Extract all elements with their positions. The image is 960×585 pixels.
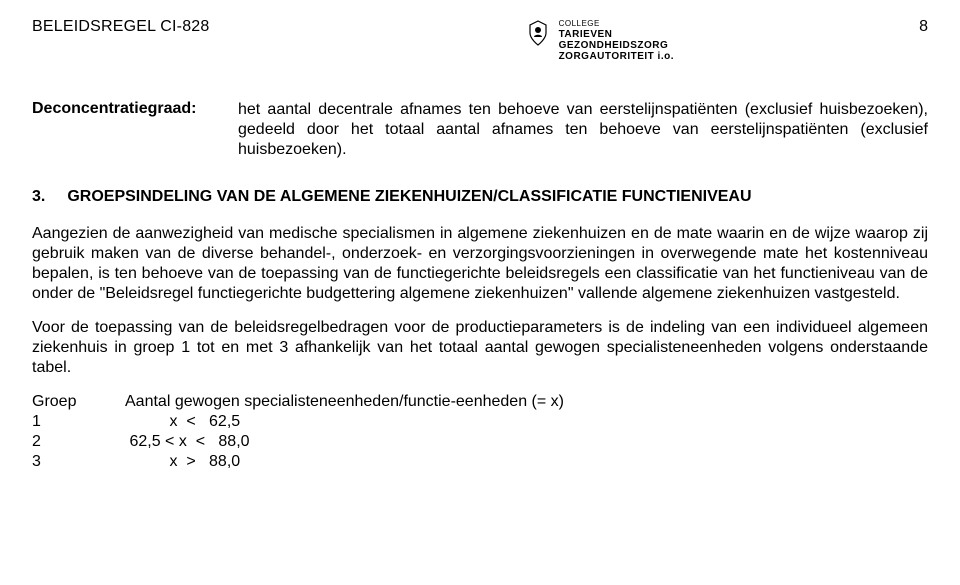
org-kw-1: TARIEVEN <box>559 29 674 40</box>
org-header: COLLEGE TARIEVEN GEZONDHEIDSZORG ZORGAUT… <box>523 18 674 62</box>
table-row: 2 62,5 < x < 88,0 <box>32 432 928 452</box>
x-label: Aantal gewogen specialisteneenheden/func… <box>125 392 564 412</box>
group-cell: 1 <box>32 412 125 432</box>
group-label: Groep <box>32 392 97 412</box>
group-table-header: Groep Aantal gewogen specialisteneenhede… <box>32 392 928 412</box>
org-lines: COLLEGE TARIEVEN GEZONDHEIDSZORG ZORGAUT… <box>559 18 674 62</box>
table-row: 1 x < 62,5 <box>32 412 928 432</box>
group-cell: 2 <box>32 432 125 452</box>
page-number: 8 <box>918 18 928 36</box>
x-cell: x < 62,5 <box>125 412 240 432</box>
group-table: Groep Aantal gewogen specialisteneenhede… <box>32 392 928 472</box>
paragraph-2: Voor de toepassing van de beleidsregelbe… <box>32 318 928 378</box>
definition-term: Deconcentratiegraad: <box>32 100 238 118</box>
section-title: GROEPSINDELING VAN DE ALGEMENE ZIEKENHUI… <box>67 188 751 206</box>
definition-row: Deconcentratiegraad: het aantal decentra… <box>32 100 928 160</box>
group-cell: 3 <box>32 452 125 472</box>
section-heading: 3. GROEPSINDELING VAN DE ALGEMENE ZIEKEN… <box>32 188 928 206</box>
org-kw-2: GEZONDHEIDSZORG <box>559 40 674 51</box>
org-logo-icon <box>523 18 553 48</box>
document-id: BELEIDSREGEL CI-828 <box>32 18 210 36</box>
section-number: 3. <box>32 188 45 206</box>
page-header: BELEIDSREGEL CI-828 COLLEGE TARIEVEN GEZ… <box>32 18 928 62</box>
definition-text: het aantal decentrale afnames ten behoev… <box>238 100 928 160</box>
x-cell: x > 88,0 <box>125 452 240 472</box>
document-page: BELEIDSREGEL CI-828 COLLEGE TARIEVEN GEZ… <box>0 0 960 585</box>
paragraph-1: Aangezien de aanwezigheid van medische s… <box>32 224 928 304</box>
org-kw-3: ZORGAUTORITEIT i.o. <box>559 51 674 62</box>
org-top: COLLEGE <box>559 18 674 29</box>
x-cell: 62,5 < x < 88,0 <box>125 432 250 452</box>
table-row: 3 x > 88,0 <box>32 452 928 472</box>
